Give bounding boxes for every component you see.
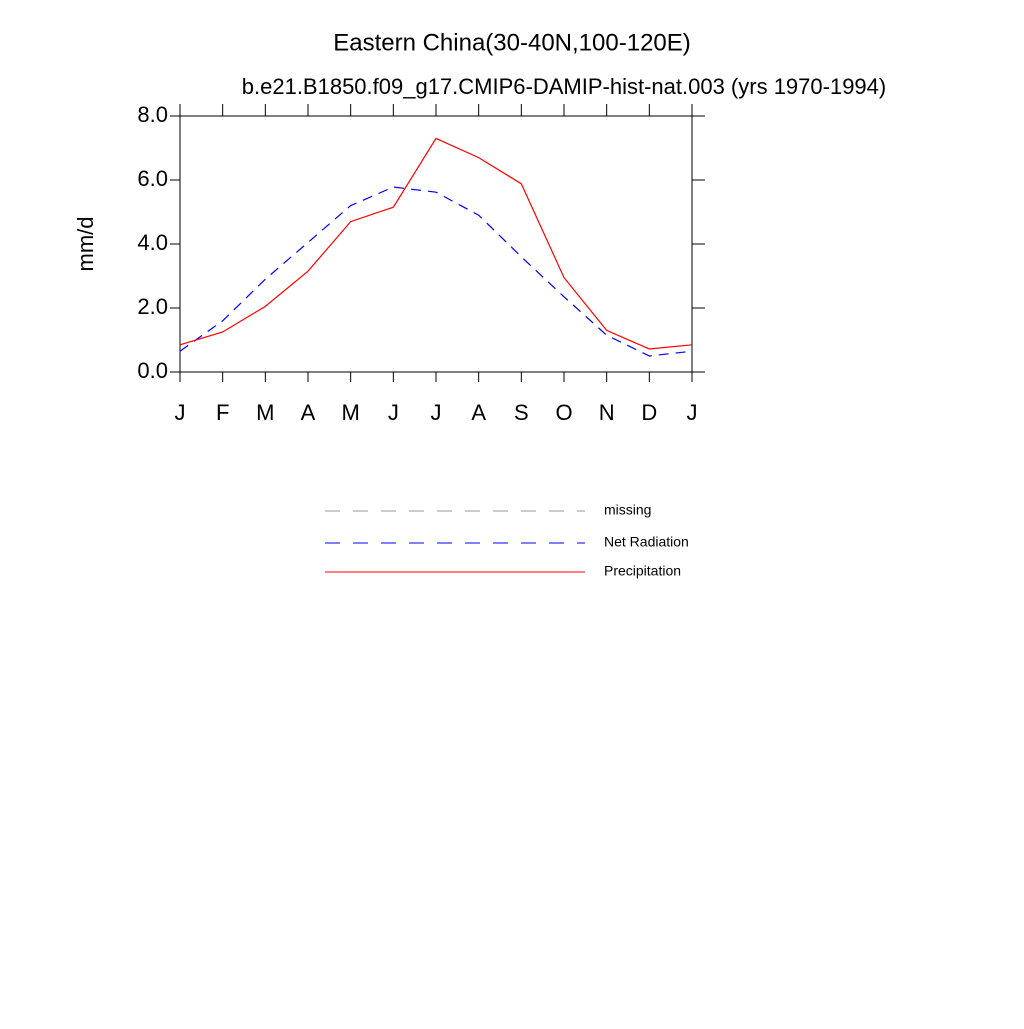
x-tick-label: A <box>301 400 316 425</box>
legend-label: Precipitation <box>604 563 681 579</box>
y-tick-label: 6.0 <box>137 166 168 191</box>
legend-label: Net Radiation <box>604 534 689 550</box>
x-tick-label: M <box>256 400 274 425</box>
y-tick-label: 8.0 <box>137 102 168 127</box>
x-tick-label: J <box>431 400 442 425</box>
x-tick-label: D <box>641 400 657 425</box>
y-tick-label: 0.0 <box>137 358 168 383</box>
chart-title: Eastern China(30-40N,100-120E) <box>333 29 691 56</box>
x-tick-label: J <box>687 400 698 425</box>
x-tick-label: M <box>342 400 360 425</box>
x-tick-label: O <box>555 400 572 425</box>
x-tick-label: A <box>471 400 486 425</box>
x-tick-label: J <box>388 400 399 425</box>
series-line <box>179 137 693 350</box>
y-tick-label: 2.0 <box>137 294 168 319</box>
chart-subtitle: b.e21.B1850.f09_g17.CMIP6-DAMIP-hist-nat… <box>242 74 886 99</box>
legend-label: missing <box>604 502 651 518</box>
x-tick-label: J <box>175 400 186 425</box>
x-tick-label: F <box>216 400 229 425</box>
y-tick-label: 4.0 <box>137 230 168 255</box>
x-tick-label: S <box>514 400 529 425</box>
series-line <box>179 186 693 357</box>
y-axis-label: mm/d <box>73 217 98 272</box>
x-tick-label: N <box>599 400 615 425</box>
